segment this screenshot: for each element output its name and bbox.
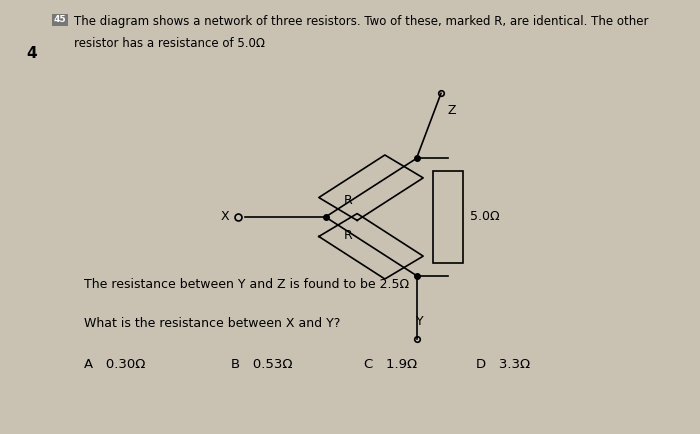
Text: 45: 45 — [54, 15, 66, 24]
Text: 4: 4 — [26, 46, 37, 61]
Text: R: R — [344, 229, 353, 242]
Text: X: X — [221, 210, 230, 224]
Text: The diagram shows a network of three resistors. Two of these, marked R, are iden: The diagram shows a network of three res… — [74, 15, 648, 28]
Text: What is the resistance between X and Y?: What is the resistance between X and Y? — [84, 317, 340, 330]
Text: R: R — [344, 194, 353, 207]
Text: Z: Z — [448, 104, 456, 117]
Text: 5.0Ω: 5.0Ω — [470, 210, 500, 224]
Text: C   1.9Ω: C 1.9Ω — [364, 358, 417, 371]
Text: Y: Y — [416, 315, 424, 328]
Text: B   0.53Ω: B 0.53Ω — [231, 358, 293, 371]
Text: A   0.30Ω: A 0.30Ω — [84, 358, 146, 371]
Bar — [433, 171, 463, 263]
Text: resistor has a resistance of 5.0Ω: resistor has a resistance of 5.0Ω — [74, 37, 265, 50]
Text: The resistance between Y and Z is found to be 2.5Ω: The resistance between Y and Z is found … — [84, 278, 409, 291]
Text: D   3.3Ω: D 3.3Ω — [476, 358, 530, 371]
